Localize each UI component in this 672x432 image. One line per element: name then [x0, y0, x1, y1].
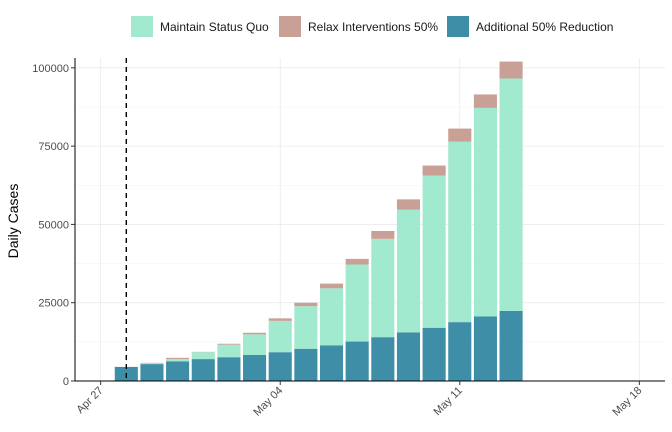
- bar-segment-additional-50-reduction: [448, 322, 472, 381]
- bar-segment-maintain-status-quo: [448, 141, 472, 323]
- bar-segment-relax-interventions-50-: [473, 94, 497, 108]
- bar-segment-additional-50-reduction: [396, 332, 421, 381]
- x-tick-label: May 04: [251, 385, 285, 419]
- bar-segment-relax-interventions-50-: [499, 61, 523, 79]
- bar-segment-maintain-status-quo: [345, 264, 369, 342]
- bar-segment-maintain-status-quo: [140, 363, 164, 365]
- bar-segment-additional-50-reduction: [140, 364, 164, 381]
- bar-segment-maintain-status-quo: [319, 288, 344, 346]
- legend-label: Additional 50% Reduction: [476, 20, 613, 34]
- legend-label: Relax Interventions 50%: [308, 20, 438, 34]
- x-tick-label: Apr 27: [74, 385, 105, 416]
- legend-swatch: [131, 16, 153, 37]
- y-axis-title: Daily Cases: [5, 184, 21, 259]
- y-tick-label: 75000: [38, 141, 69, 153]
- bar-segment-additional-50-reduction: [191, 359, 215, 381]
- bar-segment-additional-50-reduction: [243, 355, 267, 381]
- bar-segment-additional-50-reduction: [268, 352, 292, 381]
- bar-segment-additional-50-reduction: [499, 310, 523, 381]
- legend-swatch: [447, 16, 469, 37]
- bar-segment-maintain-status-quo: [166, 359, 190, 362]
- bars: [114, 61, 523, 381]
- bar-segment-maintain-status-quo: [396, 209, 421, 333]
- bar-segment-relax-interventions-50-: [396, 199, 421, 210]
- bar-segment-maintain-status-quo: [294, 306, 318, 349]
- bar-segment-maintain-status-quo: [243, 334, 267, 356]
- y-tick-label: 100000: [32, 63, 69, 75]
- legend-swatch: [279, 16, 301, 37]
- bar-segment-additional-50-reduction: [422, 327, 446, 381]
- bar-segment-additional-50-reduction: [371, 337, 395, 381]
- bar-segment-maintain-status-quo: [371, 238, 395, 338]
- bar-segment-additional-50-reduction: [166, 361, 190, 381]
- bar-segment-relax-interventions-50-: [217, 343, 241, 345]
- legend-label: Maintain Status Quo: [160, 20, 269, 34]
- bar-segment-relax-interventions-50-: [268, 318, 292, 321]
- bar-segment-relax-interventions-50-: [294, 302, 318, 307]
- bar-segment-relax-interventions-50-: [422, 165, 446, 176]
- y-tick-label: 50000: [38, 219, 69, 231]
- bar-segment-additional-50-reduction: [217, 357, 241, 381]
- bar-segment-relax-interventions-50-: [371, 230, 395, 239]
- bar-segment-maintain-status-quo: [422, 175, 446, 328]
- legend: Maintain Status Quo Relax Interventions 5…: [131, 16, 613, 37]
- grid-lines: [75, 58, 665, 382]
- bar-segment-relax-interventions-50-: [448, 128, 472, 142]
- bar-segment-additional-50-reduction: [294, 348, 318, 381]
- bar-segment-maintain-status-quo: [191, 352, 215, 360]
- x-tick-label: May 18: [610, 385, 644, 419]
- x-tick-label: May 11: [431, 385, 464, 418]
- y-tick-label: 0: [63, 376, 69, 388]
- bar-segment-maintain-status-quo: [473, 107, 497, 317]
- bar-segment-additional-50-reduction: [345, 341, 369, 381]
- y-tick-label: 25000: [38, 298, 69, 310]
- bar-segment-additional-50-reduction: [319, 345, 344, 381]
- bar-segment-relax-interventions-50-: [166, 357, 190, 360]
- bar-segment-maintain-status-quo: [499, 78, 523, 311]
- bar-segment-relax-interventions-50-: [345, 258, 369, 265]
- bar-segment-relax-interventions-50-: [319, 283, 344, 289]
- bar-segment-maintain-status-quo: [268, 320, 292, 353]
- bar-segment-additional-50-reduction: [473, 316, 497, 381]
- bar-segment-maintain-status-quo: [217, 344, 241, 358]
- bar-segment-relax-interventions-50-: [243, 332, 267, 335]
